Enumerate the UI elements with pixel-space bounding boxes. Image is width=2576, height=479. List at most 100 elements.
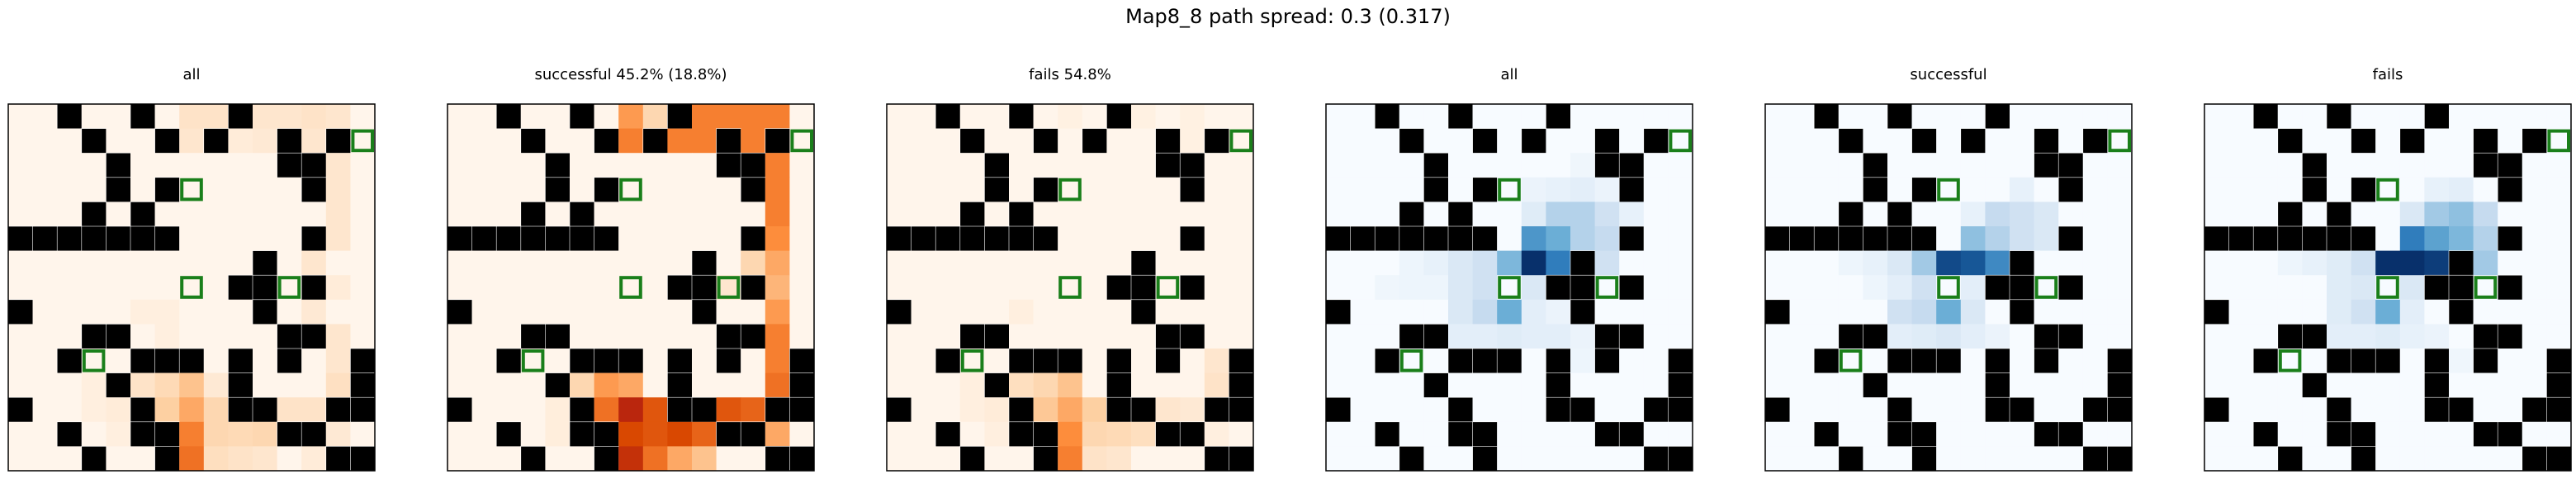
panel-title: successful: [1910, 66, 1987, 83]
heat-cell: [1668, 177, 1693, 202]
wall-cell: [1911, 421, 1937, 448]
heat-cell: [545, 421, 571, 447]
heat-cell: [1399, 104, 1424, 129]
heat-cell: [935, 177, 961, 202]
heat-cell: [2228, 153, 2254, 178]
heat-cell: [2082, 299, 2108, 325]
heat-cell: [32, 299, 58, 325]
wall-cell: [1130, 274, 1157, 301]
wall-cell: [1863, 372, 1888, 398]
heat-cell: [1033, 104, 1058, 129]
heat-cell: [520, 177, 546, 202]
heat-cell: [2228, 299, 2254, 325]
heat-cell: [1497, 104, 1522, 129]
heat-cell: [154, 250, 180, 276]
heat-cell: [496, 202, 522, 227]
wall-cell: [1546, 396, 1571, 423]
heat-cell: [2253, 128, 2279, 154]
wall-cell: [56, 225, 83, 252]
heat-cell: [1789, 177, 1815, 202]
heat-cell: [1082, 104, 1107, 129]
heat-cell: [2546, 421, 2572, 447]
heat-cell: [2204, 421, 2229, 447]
heat-cell: [203, 275, 229, 301]
heat-cell: [1497, 397, 1522, 423]
heat-cell: [2010, 104, 2034, 129]
heat-cell: [692, 177, 717, 202]
heat-cell: [2302, 250, 2327, 276]
heat-cell: [2375, 299, 2401, 325]
wall-cell: [1374, 103, 1400, 130]
heat-cell: [1668, 202, 1693, 227]
heat-cell: [765, 226, 790, 251]
heat-cell: [1765, 250, 1790, 276]
heat-cell: [1155, 372, 1181, 398]
heat-cell: [2082, 177, 2108, 202]
heat-cell: [179, 421, 205, 447]
wall-cell: [1447, 348, 1474, 374]
heat-cell: [1326, 128, 1351, 154]
wall-cell: [1594, 152, 1620, 178]
wall-cell: [569, 202, 595, 227]
wall-cell: [2473, 324, 2498, 349]
heat-cell: [1838, 177, 1863, 202]
wall-cell: [2302, 225, 2327, 252]
heat-cell: [667, 299, 693, 325]
heat-cell: [1180, 397, 1205, 423]
heat-cell: [1887, 153, 1912, 178]
heat-cell: [1180, 128, 1205, 154]
heat-cell: [325, 104, 351, 129]
heat-cell: [2058, 446, 2084, 472]
heat-cell: [887, 446, 912, 472]
heat-cell: [496, 153, 522, 178]
heat-cell: [81, 421, 107, 447]
heat-cell: [203, 202, 229, 227]
heat-cell: [789, 299, 815, 325]
heat-cell: [2302, 275, 2327, 301]
heat-cell: [1155, 446, 1181, 472]
heat-cell: [1863, 421, 1888, 447]
wall-cell: [154, 446, 180, 472]
wall-cell: [1179, 152, 1205, 178]
heat-cell: [692, 128, 717, 154]
heat-cell: [325, 250, 351, 276]
wall-cell: [1570, 396, 1596, 423]
heat-cell: [520, 153, 546, 178]
heat-cell: [2375, 250, 2401, 276]
heat-cell: [1789, 397, 1815, 423]
heat-cell: [350, 202, 376, 227]
wall-cell: [740, 324, 766, 349]
wall-cell: [350, 348, 376, 374]
heat-cell: [1985, 446, 2010, 472]
heat-cell: [1789, 349, 1815, 373]
heat-cell: [1106, 128, 1132, 154]
heat-cell: [1960, 177, 1986, 202]
heatmap-panel: [886, 103, 1254, 472]
wall-cell: [130, 348, 156, 374]
heat-cell: [1399, 275, 1424, 301]
wall-cell: [2057, 177, 2084, 203]
heat-cell: [1911, 104, 1937, 129]
wall-cell: [594, 348, 619, 374]
heat-cell: [1448, 250, 1473, 276]
heat-cell: [130, 275, 155, 301]
heat-cell: [2107, 299, 2133, 325]
heat-cell: [2302, 397, 2327, 423]
heat-cell: [1033, 275, 1058, 301]
wall-cell: [1472, 128, 1498, 154]
heat-cell: [1326, 421, 1351, 447]
heat-cell: [1350, 349, 1376, 373]
wall-cell: [301, 225, 327, 252]
heatmap-panel: [7, 103, 376, 472]
heat-cell: [1033, 397, 1058, 423]
wall-cell: [1838, 324, 1864, 349]
wall-cell: [2057, 152, 2084, 178]
heat-cell: [1911, 397, 1937, 423]
wall-cell: [1472, 348, 1498, 374]
heat-cell: [447, 349, 472, 373]
heat-cell: [2546, 226, 2572, 251]
heat-cell: [984, 250, 1010, 276]
heat-cell: [741, 349, 766, 373]
heat-cell: [2082, 104, 2108, 129]
heat-cell: [1936, 397, 1962, 423]
